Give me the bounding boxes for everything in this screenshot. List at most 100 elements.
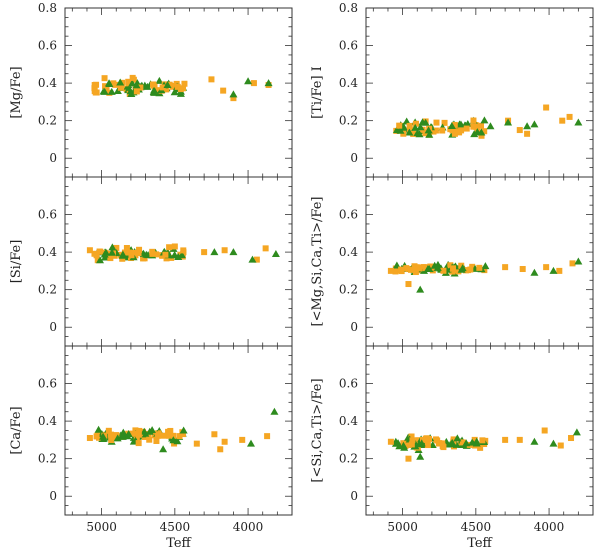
data-point-triangle — [530, 268, 539, 276]
data-point-square — [86, 435, 93, 442]
data-point-triangle — [458, 264, 467, 272]
data-point-square — [569, 260, 576, 267]
data-point-square — [163, 255, 170, 262]
data-point-square — [208, 76, 215, 83]
data-point-square — [408, 433, 415, 440]
data-point-square — [162, 251, 169, 258]
data-point-square — [410, 130, 417, 137]
data-point-square — [479, 437, 486, 444]
data-point-triangle — [118, 432, 127, 440]
data-point-square — [412, 269, 419, 276]
data-point-square — [93, 252, 100, 259]
y-tick-label: 0 — [49, 320, 57, 334]
data-point-triangle — [94, 425, 103, 433]
y-tick-label: 0.2 — [38, 283, 57, 297]
data-point-triangle — [116, 78, 125, 86]
data-point-square — [125, 80, 132, 87]
data-point-square — [566, 113, 573, 120]
data-point-square — [179, 431, 186, 438]
data-point-triangle — [481, 262, 490, 270]
data-point-square — [440, 267, 447, 274]
data-point-triangle — [100, 87, 109, 95]
data-point-triangle — [96, 256, 105, 264]
data-point-triangle — [430, 261, 439, 269]
data-point-square — [455, 268, 462, 275]
data-point-square — [131, 249, 138, 256]
panel-mg: 0.8 0.6 0.4 0.2 0 [Mg/Fe] — [9, 1, 293, 178]
data-point-square — [396, 122, 403, 129]
data-point-square — [450, 436, 457, 443]
x-tick-label: 5000 — [387, 520, 418, 534]
data-point-square — [108, 437, 115, 444]
data-point-triangle — [448, 438, 457, 446]
y-tick-label: 0.8 — [339, 1, 358, 15]
x-axis-label: Teff — [166, 536, 192, 550]
y-tick-label: 0.6 — [38, 39, 57, 53]
data-point-square — [166, 81, 173, 88]
data-point-triangle — [523, 122, 532, 130]
data-point-triangle — [574, 118, 583, 126]
data-point-square — [471, 436, 478, 443]
data-point-square — [433, 436, 440, 443]
data-point-square — [470, 117, 477, 124]
data-point-square — [524, 130, 531, 137]
data-point-square — [177, 86, 184, 93]
data-point-triangle — [132, 81, 141, 89]
x-tick-label: 4000 — [534, 520, 565, 534]
data-point-triangle — [99, 432, 108, 440]
y-tick-label: 0.8 — [38, 1, 57, 15]
data-point-triangle — [107, 87, 116, 95]
data-point-square — [149, 250, 156, 257]
x-axis-label: Teff — [467, 536, 493, 550]
data-point-square — [478, 132, 485, 139]
data-point-square — [406, 122, 413, 129]
data-point-square — [557, 442, 564, 449]
data-point-square — [176, 433, 183, 440]
data-point-triangle — [504, 118, 513, 126]
data-point-triangle — [270, 407, 279, 415]
data-point-square — [516, 127, 523, 134]
data-point-triangle — [229, 90, 238, 98]
data-point-square — [406, 126, 413, 133]
data-point-square — [211, 431, 218, 438]
data-point-triangle — [425, 265, 434, 273]
data-point-square — [221, 438, 228, 445]
data-point-square — [217, 446, 224, 453]
data-point-triangle — [574, 257, 583, 265]
data-point-square — [407, 266, 414, 273]
data-point-square — [439, 440, 446, 447]
y-tick-label: 0.4 — [38, 245, 57, 259]
data-point-triangle — [399, 441, 408, 449]
data-point-triangle — [452, 440, 461, 448]
data-point-square — [436, 440, 443, 447]
data-point-square — [239, 436, 246, 443]
data-point-square — [516, 436, 523, 443]
data-point-square — [250, 80, 257, 87]
y-tick-label: 0.6 — [339, 39, 358, 53]
data-point-triangle — [405, 128, 414, 136]
data-point-square — [149, 81, 156, 88]
data-point-square — [458, 127, 465, 134]
data-point-square — [470, 123, 477, 130]
data-point-triangle — [229, 248, 238, 256]
data-point-square — [174, 83, 181, 90]
data-point-triangle — [248, 255, 257, 263]
data-point-square — [93, 81, 100, 88]
data-point-square — [502, 436, 509, 443]
data-point-triangle — [264, 79, 273, 87]
data-point-square — [264, 433, 271, 440]
y-tick-label: 0.4 — [339, 245, 358, 259]
data-point-square — [146, 436, 153, 443]
y-axis-label: [<Si,Ca,Ti>/Fe] — [310, 378, 325, 482]
data-point-triangle — [100, 250, 109, 258]
data-point-square — [140, 255, 147, 262]
panel-ca: 0.6 0.4 0.2 0 5000 4500 4000 Teff [Ca/Fe] — [9, 345, 293, 550]
data-point-square — [119, 255, 126, 262]
data-point-square — [133, 88, 140, 95]
data-point-square — [131, 430, 138, 437]
data-point-square — [135, 250, 142, 257]
data-point-square — [253, 256, 260, 263]
data-point-square — [112, 81, 119, 88]
data-point-triangle — [470, 130, 479, 138]
data-point-square — [221, 247, 228, 254]
